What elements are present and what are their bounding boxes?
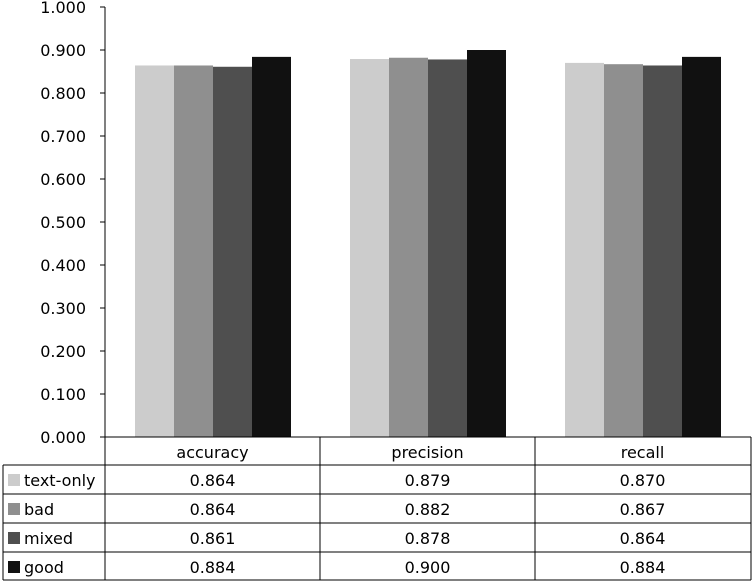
- table-value: 0.882: [405, 500, 451, 519]
- y-tick-label: 0.800: [40, 84, 86, 103]
- bar-text-only-precision: [350, 59, 389, 437]
- y-tick-label: 0.500: [40, 213, 86, 232]
- legend-label: mixed: [24, 529, 73, 548]
- y-tick-label: 0.200: [40, 342, 86, 361]
- table-value: 0.878: [405, 529, 451, 548]
- bar-bad-recall: [604, 64, 643, 437]
- category-label: recall: [621, 443, 665, 462]
- table-value: 0.867: [620, 500, 666, 519]
- legend-label: text-only: [24, 471, 96, 490]
- category-label: precision: [391, 443, 463, 462]
- bars: [135, 50, 721, 438]
- legend-label: bad: [24, 500, 54, 519]
- bar-mixed-recall: [643, 65, 682, 437]
- y-tick-label: 0.700: [40, 127, 86, 146]
- bar-bad-precision: [389, 57, 428, 438]
- y-tick-label: 0.900: [40, 41, 86, 60]
- legend-label: good: [24, 558, 64, 577]
- table-value: 0.861: [190, 529, 236, 548]
- bar-mixed-accuracy: [213, 66, 252, 438]
- legend-key-mixed: [8, 532, 20, 544]
- y-tick-label: 0.400: [40, 256, 86, 275]
- y-tick-label: 0.100: [40, 385, 86, 404]
- bar-good-accuracy: [252, 56, 291, 437]
- y-axis: 0.000 0.100 0.200 0.300 0.400 0.500 0.600 0.700…: [40, 0, 106, 447]
- table-value: 0.870: [620, 471, 666, 490]
- y-tick-label: 0.600: [40, 170, 86, 189]
- y-tick-label: 1.000: [40, 0, 86, 17]
- legend-key-bad: [8, 503, 20, 515]
- table-value: 0.864: [190, 500, 236, 519]
- bar-text-only-accuracy: [135, 65, 174, 437]
- y-tick-label: 0.000: [40, 428, 86, 447]
- table-value: 0.900: [405, 558, 451, 577]
- data-table: accuracy precision recall text-only 0.864 0.8…: [2, 436, 752, 581]
- legend-key-text-only: [8, 474, 20, 486]
- category-label: accuracy: [176, 443, 248, 462]
- table-value: 0.864: [620, 529, 666, 548]
- table-value: 0.879: [405, 471, 451, 490]
- bar-good-precision: [467, 50, 506, 437]
- legend-key-good: [8, 561, 20, 573]
- table-value: 0.884: [190, 558, 236, 577]
- table-value: 0.864: [190, 471, 236, 490]
- table-value: 0.884: [620, 558, 666, 577]
- bar-bad-accuracy: [174, 65, 213, 437]
- bar-text-only-recall: [565, 62, 604, 438]
- bar-mixed-precision: [428, 59, 467, 438]
- bar-good-recall: [682, 56, 721, 437]
- y-tick-label: 0.300: [40, 299, 86, 318]
